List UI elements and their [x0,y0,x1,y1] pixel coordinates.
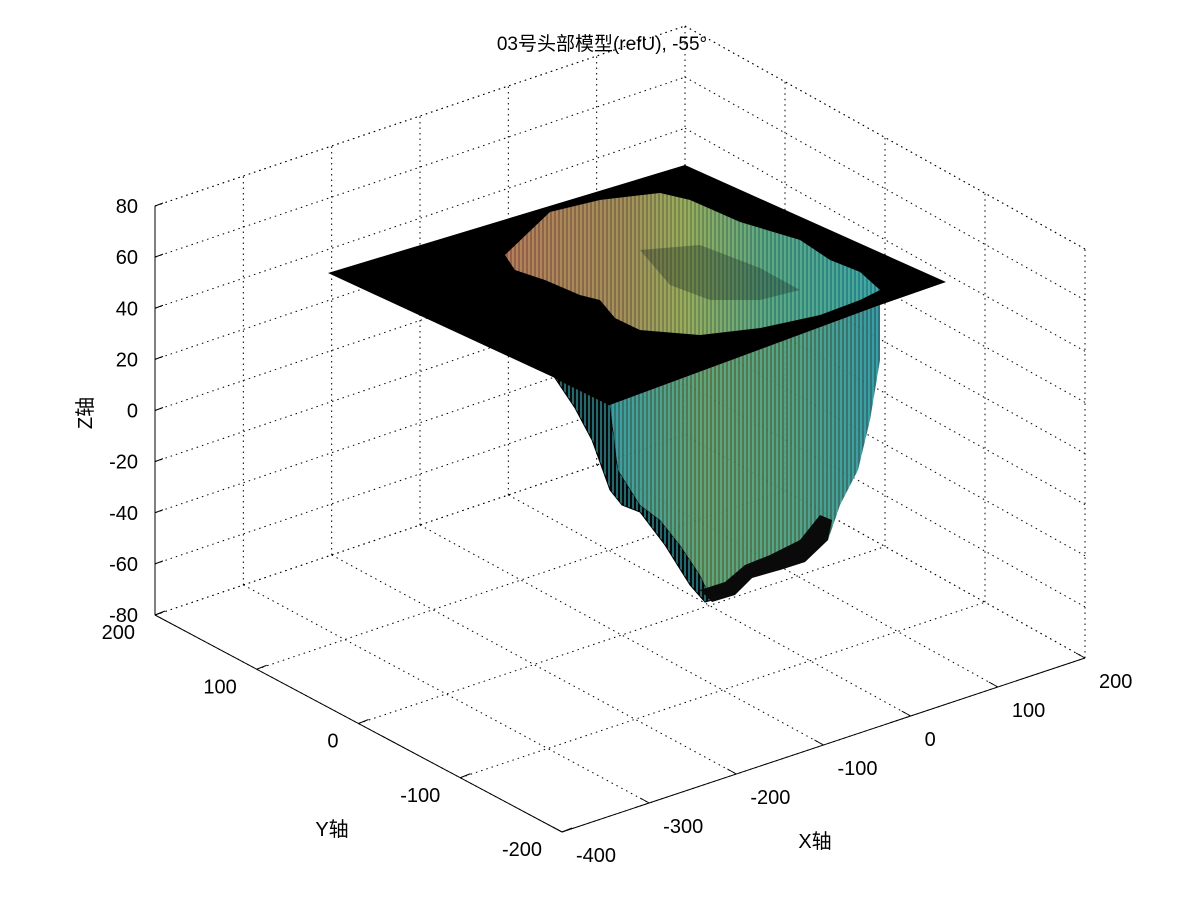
x-tick-labels: -400 -300 -200 -100 0 100 200 [576,671,1132,867]
z-tick-label: 0 [127,401,138,423]
surface-top-shadow [640,245,800,300]
z-tick-mark [154,355,164,360]
z-tick-label: -80 [109,605,138,627]
z-tick-mark [154,407,164,411]
floor-grid-y [460,601,986,779]
z-tick-mark [154,253,164,258]
y-tick-mark [154,610,166,616]
y-axis-label: Y轴 [315,818,348,841]
z-tick-label: 80 [116,196,138,218]
z-tick-label: -20 [109,452,138,474]
x-tick-label: 0 [925,729,936,751]
y-tick-label: 200 [102,622,135,644]
z-tick-label: -60 [109,554,138,576]
x-tick-mark [1075,652,1086,659]
x-tick-label: -300 [663,816,703,838]
x-tick-label: -200 [750,787,790,809]
x-tick-mark [727,768,737,775]
y-tick-mark [460,773,471,779]
z-tick-mark [154,304,164,309]
y-tick-mark [561,827,573,833]
axis-lines [154,202,1086,833]
z-tick-labels: -80 -60 -40 -20 0 20 40 60 80 [109,196,138,627]
z-tick-mark [154,202,164,207]
z-tick-label: 60 [116,247,138,269]
x-axis-label: X轴 [798,830,831,853]
y-tick-labels: -200 -100 0 100 200 [102,622,542,861]
z-axis-label: Z轴 [74,397,97,429]
x-tick-mark [552,826,563,833]
x-tick-label: 200 [1099,671,1132,693]
x-tick-label: -400 [576,845,616,867]
z-tick-label: 20 [116,349,138,371]
x-tick-mark [901,710,911,717]
y-tick-mark [256,664,267,670]
z-tick-mark [154,560,164,565]
y-tick-label: -100 [400,785,440,807]
floor-grid-y [358,546,886,724]
x-tick-mark [639,797,650,804]
surface-plot [328,165,946,603]
z-tick-label: -40 [109,503,138,525]
x-tick-mark [988,681,999,688]
x-tick-mark [814,739,824,746]
chart-title: 03号头部模型(refU), -55° [497,33,707,55]
z-tick-mark [154,458,164,463]
y-tick-label: 100 [203,676,236,698]
x-tick-label: -100 [838,758,878,780]
z-tick-label: 40 [116,298,138,320]
z-tick-mark [154,509,164,514]
y-tick-mark [358,719,369,724]
y-tick-label: -200 [502,839,542,861]
y-tick-label: 0 [327,731,338,753]
surface-bottom-edge [700,515,832,602]
x-tick-label: 100 [1012,700,1045,722]
surface-top-mesh [505,193,880,335]
